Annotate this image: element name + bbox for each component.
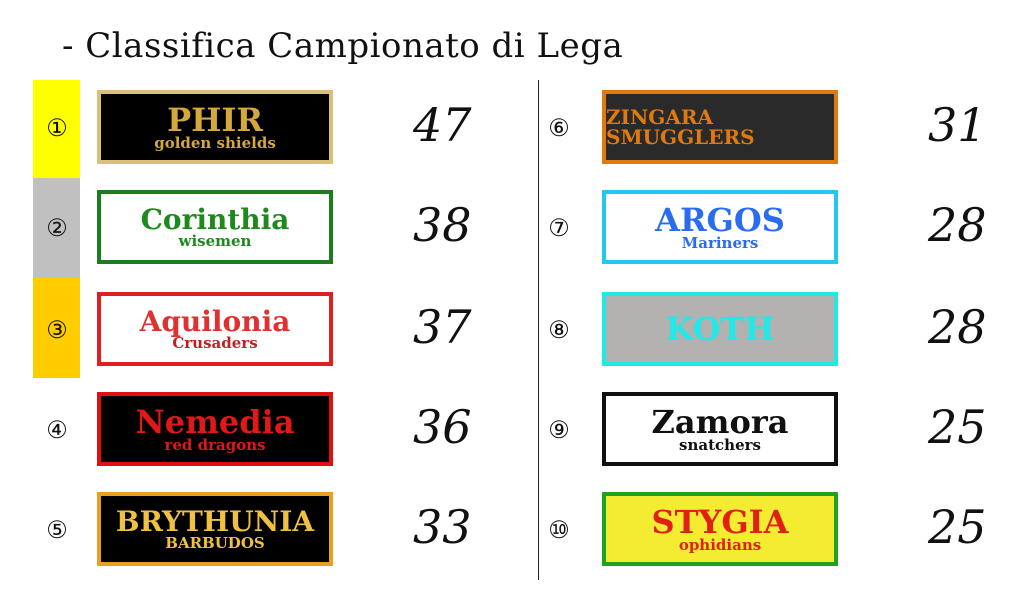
team-logo: BRYTHUNIA BARBUDOS: [97, 492, 333, 566]
rank-marker: ③: [46, 316, 68, 344]
team-logo: Zamora snatchers: [602, 392, 838, 466]
team-logo: KOTH: [602, 292, 838, 366]
team-subtitle: Mariners: [681, 233, 759, 252]
second-place-highlight: [33, 178, 80, 278]
team-name: Nemedia: [135, 402, 295, 441]
team-points: 28: [928, 300, 987, 354]
team-name: ZINGARA SMUGGLERS: [606, 105, 755, 149]
team-subtitle: golden shields: [154, 133, 276, 152]
team-logo: ZINGARA SMUGGLERS: [602, 90, 838, 164]
team-points: 31: [928, 98, 987, 152]
team-points: 25: [928, 500, 987, 554]
team-subtitle: Crusaders: [172, 333, 258, 352]
rank-marker: ⑨: [548, 416, 570, 444]
rank-marker: ⑦: [548, 214, 570, 242]
rank-marker: ④: [46, 416, 68, 444]
team-subtitle: wisemen: [178, 231, 252, 250]
team-subtitle: ophidians: [678, 535, 762, 554]
team-points: 36: [413, 400, 472, 454]
column-divider: [538, 80, 539, 580]
team-name: PHIR: [167, 100, 263, 139]
team-logo: STYGIA ophidians: [602, 492, 838, 566]
third-place-highlight: [33, 278, 80, 378]
rank-marker: ⑤: [46, 516, 68, 544]
team-subtitle: snatchers: [679, 435, 761, 454]
team-subtitle: red dragons: [164, 435, 266, 454]
team-points: 38: [413, 198, 472, 252]
team-points: 25: [928, 400, 987, 454]
team-points: 28: [928, 198, 987, 252]
team-name: BRYTHUNIA: [115, 504, 315, 538]
rank-marker: ⑥: [548, 114, 570, 142]
team-name: Corinthia: [140, 202, 290, 236]
rank-marker: ⑧: [548, 316, 570, 344]
team-name: STYGIA: [651, 502, 789, 541]
team-logo: Aquilonia Crusaders: [97, 292, 333, 366]
rank-marker: ②: [46, 214, 68, 242]
team-name: Aquilonia: [139, 304, 291, 338]
team-name: Zamora: [651, 402, 789, 441]
team-points: 37: [413, 300, 472, 354]
team-name: KOTH: [665, 310, 775, 348]
team-points: 47: [413, 98, 472, 152]
team-logo: ARGOS Mariners: [602, 190, 838, 264]
rank-marker: ⑩: [548, 516, 570, 544]
team-logo: Corinthia wisemen: [97, 190, 333, 264]
team-name: ARGOS: [655, 200, 785, 239]
team-logo: Nemedia red dragons: [97, 392, 333, 466]
page-title: - Classifica Campionato di Lega: [62, 26, 624, 66]
first-place-highlight: [33, 80, 80, 178]
team-logo: PHIR golden shields: [97, 90, 333, 164]
rank-marker: ①: [46, 114, 68, 142]
team-points: 33: [413, 500, 472, 554]
team-subtitle: BARBUDOS: [165, 533, 265, 552]
